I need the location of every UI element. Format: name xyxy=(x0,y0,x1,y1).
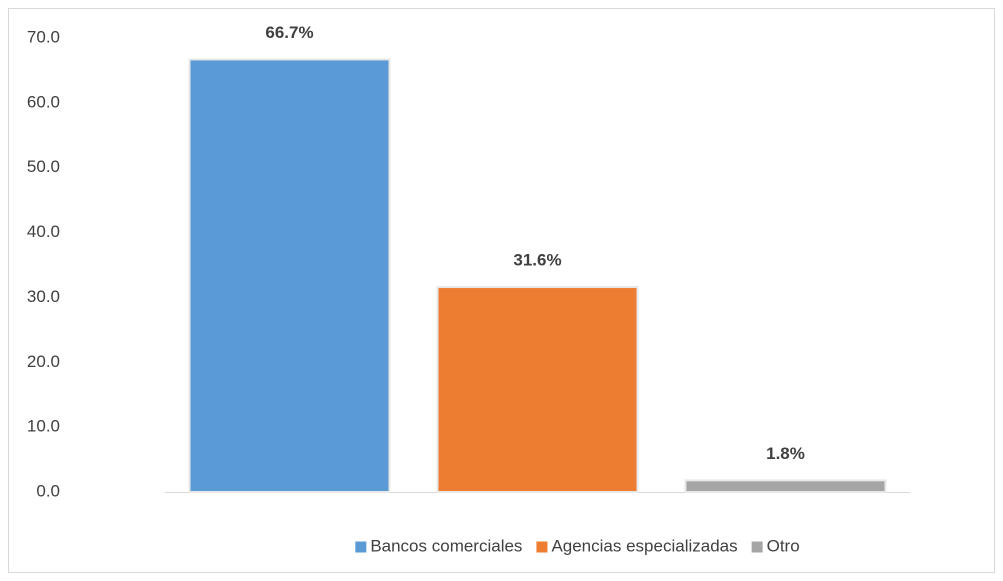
legend-swatch xyxy=(355,541,367,553)
y-tick-label: 70.0 xyxy=(27,27,60,46)
legend-label: Bancos comerciales xyxy=(370,536,522,555)
y-tick-label: 0.0 xyxy=(36,481,60,500)
value-label: 31.6% xyxy=(513,251,561,270)
legend-swatch xyxy=(751,541,763,553)
y-tick-label: 20.0 xyxy=(27,352,60,371)
value-label: 66.7% xyxy=(265,23,313,42)
bar xyxy=(684,479,887,493)
value-label: 1.8% xyxy=(766,444,805,463)
y-tick-label: 30.0 xyxy=(27,287,60,306)
legend-label: Otro xyxy=(767,536,800,555)
bar xyxy=(188,58,391,493)
y-tick-label: 60.0 xyxy=(27,92,60,111)
bar xyxy=(436,286,639,493)
y-tick-label: 40.0 xyxy=(27,222,60,241)
legend-label: Agencias especializadas xyxy=(551,536,737,555)
y-tick-label: 10.0 xyxy=(27,417,60,436)
y-tick-label: 50.0 xyxy=(27,157,60,176)
legend-swatch xyxy=(536,541,548,553)
